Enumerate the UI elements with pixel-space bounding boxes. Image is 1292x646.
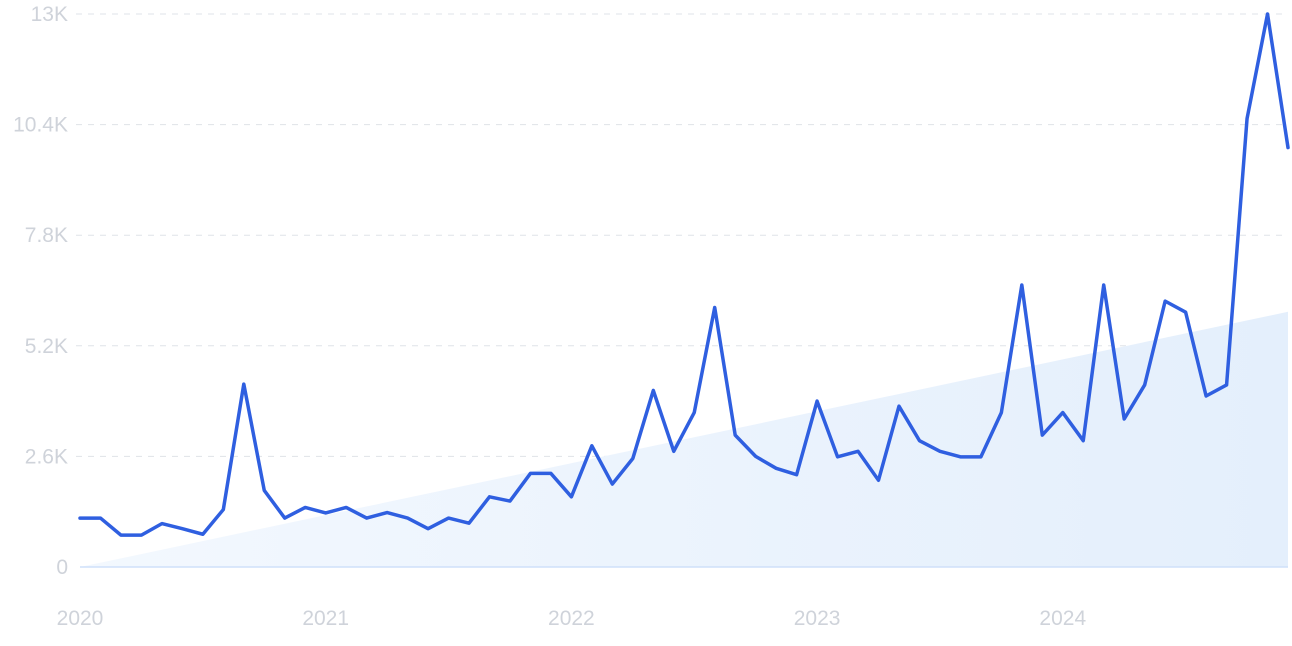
- data-point-2021-02: [343, 504, 349, 510]
- series-line: [78, 12, 1290, 537]
- x-axis-ticks: 2020 2021 2022 2023 2024: [57, 607, 1087, 630]
- data-point-2021-10: [507, 498, 513, 504]
- data-point-2022-12: [794, 472, 800, 478]
- data-point-2021-07: [446, 515, 452, 521]
- data-point-2023-10: [998, 410, 1004, 416]
- data-point-2024-05: [1142, 382, 1148, 388]
- data-point-2023-07: [937, 448, 943, 454]
- data-point-2021-03: [364, 515, 370, 521]
- data-point-2021-09: [486, 494, 492, 500]
- data-point-2020-07: [200, 531, 206, 537]
- data-point-2022-06: [671, 448, 677, 454]
- data-point-2022-10: [753, 453, 759, 459]
- data-point-2021-08: [466, 520, 472, 526]
- x-tick-label: 2024: [1039, 607, 1086, 630]
- data-point-2021-11: [527, 470, 533, 476]
- data-point-2020-08: [220, 507, 226, 513]
- data-point-2024-04: [1121, 416, 1127, 422]
- data-point-2023-08: [957, 454, 963, 460]
- data-point-2020-09: [241, 381, 247, 387]
- data-point-2023-11: [1019, 282, 1025, 288]
- data-point-2024-12: [1285, 145, 1291, 151]
- y-tick-label: 7.8K: [25, 224, 68, 247]
- y-tick-label: 5.2K: [25, 335, 68, 358]
- data-point-2020-01: [77, 515, 83, 521]
- data-point-2022-01: [568, 494, 574, 500]
- data-point-2022-05: [650, 387, 656, 393]
- data-point-2023-01: [814, 398, 820, 404]
- data-point-2022-11: [773, 465, 779, 471]
- x-tick-label: 2023: [794, 607, 841, 630]
- data-point-2020-10: [261, 487, 267, 493]
- data-point-2023-03: [855, 448, 861, 454]
- data-point-2022-02: [589, 443, 595, 449]
- trend-area: [80, 311, 1288, 567]
- y-tick-label: 2.6K: [25, 445, 68, 468]
- data-point-2020-03: [118, 532, 124, 538]
- x-tick-label: 2022: [548, 607, 595, 630]
- data-point-2022-08: [712, 305, 718, 311]
- data-point-2021-06: [425, 526, 431, 532]
- data-point-2024-01: [1060, 410, 1066, 416]
- data-point-2020-06: [179, 526, 185, 532]
- data-point-2022-03: [609, 481, 615, 487]
- data-point-2021-01: [323, 510, 329, 516]
- y-axis-ticks: 0 2.6K 5.2K 7.8K 10.4K 13K: [13, 3, 68, 579]
- y-tick-label: 0: [56, 556, 68, 579]
- data-point-2023-02: [835, 454, 841, 460]
- data-point-2023-12: [1039, 432, 1045, 438]
- data-point-2020-12: [302, 504, 308, 510]
- data-point-2024-06: [1162, 298, 1168, 304]
- data-point-2024-02: [1080, 438, 1086, 444]
- data-point-2023-05: [896, 403, 902, 409]
- y-tick-label: 10.4K: [13, 114, 68, 137]
- data-point-2023-04: [876, 477, 882, 483]
- data-point-2024-09: [1224, 382, 1230, 388]
- data-point-2020-11: [282, 515, 288, 521]
- data-point-2021-05: [405, 515, 411, 521]
- data-point-2020-05: [159, 521, 165, 527]
- x-tick-label: 2021: [302, 607, 349, 630]
- data-point-2023-06: [916, 438, 922, 444]
- data-point-2021-04: [384, 510, 390, 516]
- data-point-2024-08: [1203, 393, 1209, 399]
- data-point-2021-12: [548, 470, 554, 476]
- data-point-2024-11: [1265, 11, 1271, 17]
- x-tick-label: 2020: [57, 607, 104, 630]
- data-point-2022-04: [630, 456, 636, 462]
- data-point-2020-04: [138, 532, 144, 538]
- data-point-2024-03: [1101, 282, 1107, 288]
- data-point-2024-07: [1183, 309, 1189, 315]
- data-point-2024-10: [1244, 116, 1250, 122]
- data-point-2022-09: [732, 432, 738, 438]
- data-point-2023-09: [978, 454, 984, 460]
- y-tick-label: 13K: [31, 3, 68, 26]
- data-point-2022-07: [691, 410, 697, 416]
- data-point-2020-02: [97, 515, 103, 521]
